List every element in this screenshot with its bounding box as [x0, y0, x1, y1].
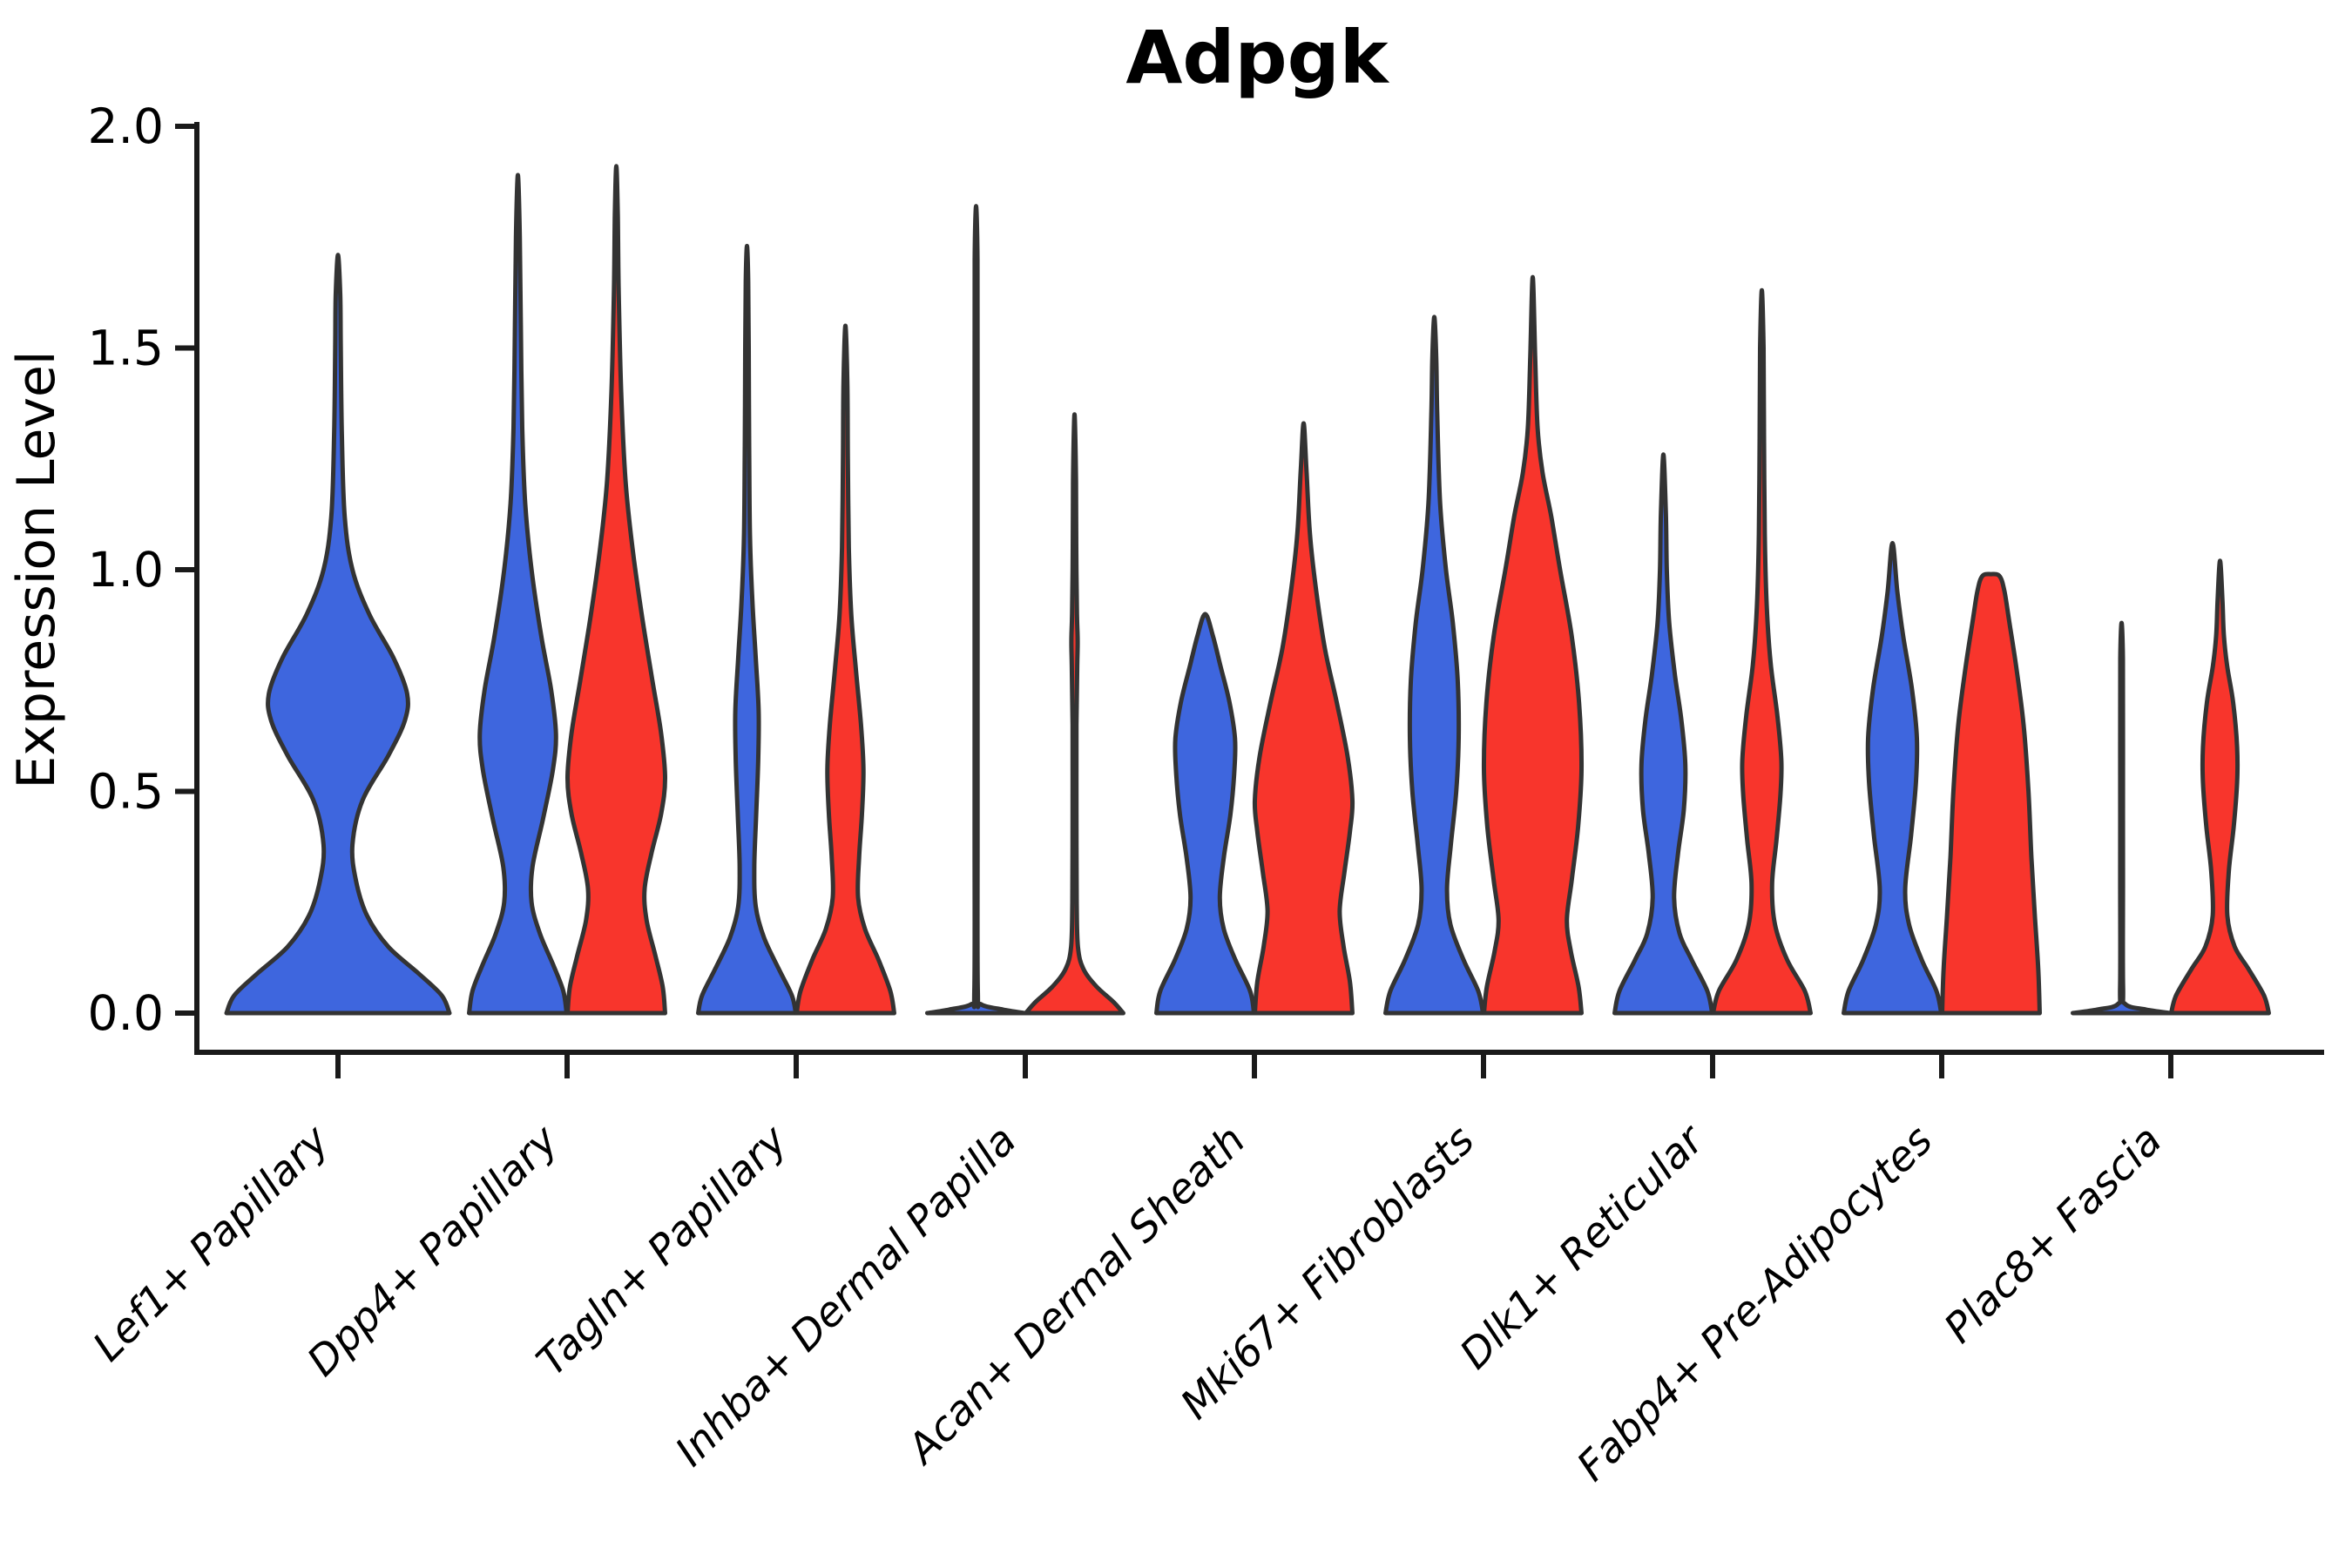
violin-dpp4-papillary-blue [467, 172, 569, 1016]
violin-plac8-fascia-blue [2071, 620, 2173, 1016]
x-tick-label: Dlk1+ Reticular [1451, 1115, 1715, 1379]
violin-dpp4-papillary-red [565, 164, 667, 1016]
violin-acan-dermal-sheath-blue [1154, 612, 1256, 1016]
x-tick-label: Plac8+ Fascia [1935, 1117, 2171, 1353]
x-tick-label: Tagln+ Papillary [528, 1116, 798, 1386]
violin-mki67-fibroblasts-red [1481, 274, 1585, 1016]
violin-fabp4-pre-adipocytes-red [1940, 571, 2042, 1016]
y-axis-label: Expression Level [6, 350, 67, 788]
violin-lef1-papillary-blue [224, 253, 452, 1016]
y-tick-label: 1.5 [88, 321, 164, 376]
y-tick-label: 2.0 [88, 98, 164, 154]
violin-acan-dermal-sheath-red [1252, 421, 1355, 1016]
violin-fabp4-pre-adipocytes-blue [1842, 541, 1943, 1016]
y-tick-label: 1.0 [88, 542, 164, 598]
violin-tagln-papillary-blue [696, 243, 798, 1016]
y-tick-label: 0.5 [88, 764, 164, 820]
violin-plac8-fascia-red [2169, 558, 2271, 1016]
violin-inhba-dermal-papilla-blue [925, 204, 1027, 1016]
chart-title: Adpgk [1125, 15, 1389, 100]
x-tick-label: Lef1+ Papillary [84, 1116, 339, 1371]
violin-dlk1-reticular-blue [1612, 452, 1714, 1016]
violin-tagln-papillary-red [794, 323, 896, 1016]
violin-inhba-dermal-papilla-red [1024, 412, 1125, 1016]
violin-mki67-fibroblasts-blue [1383, 314, 1485, 1016]
x-tick-label: Dpp4+ Papillary [298, 1116, 568, 1386]
y-tick-label: 0.0 [88, 985, 164, 1041]
violin-dlk1-reticular-red [1711, 287, 1813, 1016]
violins [224, 164, 2271, 1016]
